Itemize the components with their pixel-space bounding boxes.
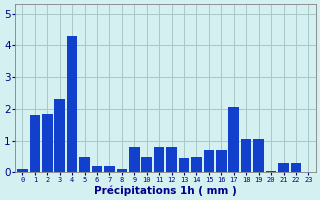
Bar: [17, 169, 28, 172]
Bar: [253, 139, 264, 172]
Bar: [154, 147, 164, 172]
Bar: [79, 157, 90, 172]
X-axis label: Précipitations 1h ( mm ): Précipitations 1h ( mm ): [94, 185, 237, 196]
Bar: [204, 150, 214, 172]
Bar: [291, 163, 301, 172]
Bar: [116, 169, 127, 172]
Bar: [67, 36, 77, 172]
Bar: [241, 139, 252, 172]
Bar: [216, 150, 227, 172]
Bar: [54, 99, 65, 172]
Bar: [278, 163, 289, 172]
Bar: [179, 158, 189, 172]
Bar: [104, 166, 115, 172]
Bar: [228, 107, 239, 172]
Bar: [129, 147, 140, 172]
Bar: [191, 157, 202, 172]
Bar: [42, 114, 52, 172]
Bar: [166, 147, 177, 172]
Bar: [92, 166, 102, 172]
Bar: [141, 157, 152, 172]
Bar: [266, 171, 276, 172]
Bar: [29, 115, 40, 172]
